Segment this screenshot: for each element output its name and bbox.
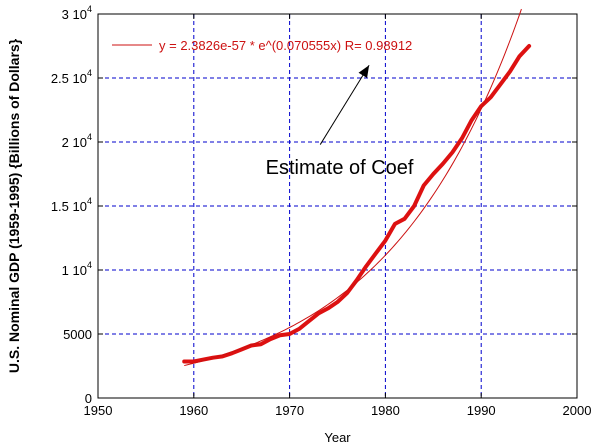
x-tick-label: 1990 — [467, 403, 496, 418]
annotation-arrowhead — [358, 65, 370, 79]
y-tick-label: 2 104 — [62, 132, 92, 150]
y-tick-label: 2.5 104 — [51, 68, 92, 86]
y-tick-label: 0 — [85, 391, 92, 406]
x-tick-label: 1960 — [179, 403, 208, 418]
series-gdp-line — [182, 44, 532, 364]
x-axis-label: Year — [324, 430, 351, 445]
annotation-label: Estimate of Coef — [266, 157, 414, 179]
series-lines — [182, 8, 532, 367]
x-tick-label: 2000 — [563, 403, 592, 418]
grid-lines — [98, 14, 577, 398]
y-axis-label: U.S. Nominal GDP (1959-1995) {Billions o… — [6, 38, 22, 373]
x-tick-label: 1970 — [275, 403, 304, 418]
series-fit-curve — [184, 8, 522, 367]
x-tick-label: 1950 — [84, 403, 113, 418]
annotation-arrow — [319, 64, 370, 145]
y-tick-label: 3 104 — [62, 4, 92, 22]
annotation: Estimate of Coef — [266, 64, 414, 179]
x-tick-label: 1980 — [371, 403, 400, 418]
y-tick-label: 1 104 — [62, 260, 92, 278]
axis-ticks: 1950 1960 1970 1980 1990 2000 0 5000 1 104 1.5 10… — [51, 4, 592, 418]
legend-label-fit: y = 2.3826e-57 * e^(0.070555x) R= 0.9891… — [159, 38, 412, 53]
y-tick-label: 1.5 104 — [51, 196, 92, 214]
legend: y = 2.3826e-57 * e^(0.070555x) R= 0.9891… — [112, 38, 412, 53]
y-tick-label: 5000 — [63, 327, 92, 342]
